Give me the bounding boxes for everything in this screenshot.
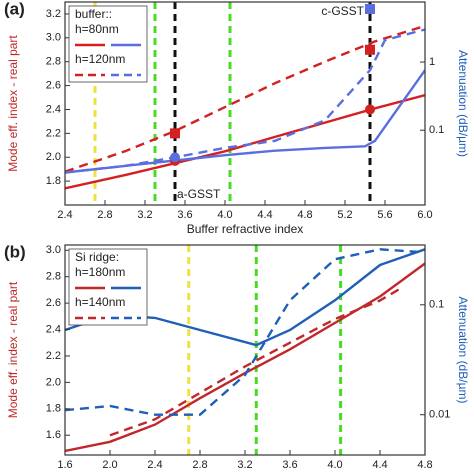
x-tick-label: 2.4 bbox=[57, 209, 72, 221]
marker bbox=[170, 152, 180, 163]
panel-label-bg bbox=[2, 0, 32, 20]
y2-tick-label: 0.01 bbox=[429, 409, 450, 421]
y-axis-title: Mode eff. index - real part bbox=[6, 35, 20, 172]
x-tick-label: 3.2 bbox=[237, 459, 252, 471]
x-tick-label: 3.6 bbox=[282, 459, 297, 471]
series-line bbox=[65, 24, 425, 173]
series-line bbox=[65, 69, 425, 174]
legend-label: h=80nm bbox=[75, 22, 119, 36]
x-tick-label: 5.6 bbox=[377, 209, 392, 221]
x-tick-label: 5.2 bbox=[337, 209, 352, 221]
y-tick-label: 2.0 bbox=[46, 376, 61, 388]
panel-label: (a) bbox=[4, 0, 25, 18]
y-tick-label: 2.2 bbox=[46, 350, 61, 362]
y-tick-label: 2.0 bbox=[46, 151, 61, 163]
x-tick-label: 3.2 bbox=[137, 209, 152, 221]
x-tick-label: 4.8 bbox=[417, 459, 432, 471]
y-tick-label: 1.8 bbox=[46, 403, 61, 415]
x-tick-label: 4.4 bbox=[257, 209, 272, 221]
x-tick-label: 6.0 bbox=[417, 209, 432, 221]
y-tick-label: 3.0 bbox=[46, 32, 61, 44]
x-axis-title: Buffer refractive index bbox=[187, 472, 304, 474]
x-tick-label: 4.8 bbox=[297, 209, 312, 221]
y-tick-label: 1.6 bbox=[46, 429, 61, 441]
y-tick-label: 2.8 bbox=[46, 271, 61, 283]
series-line bbox=[65, 248, 425, 416]
x-tick-label: 4.4 bbox=[372, 459, 387, 471]
y-tick-label: 3.0 bbox=[46, 244, 61, 256]
x-tick-label: 2.4 bbox=[147, 459, 162, 471]
panel-label-bg bbox=[2, 243, 32, 263]
y-tick-label: 2.4 bbox=[46, 323, 61, 335]
x-tick-label: 2.0 bbox=[102, 459, 117, 471]
y-tick-label: 3.2 bbox=[46, 8, 61, 20]
x-tick-label: 2.8 bbox=[97, 209, 112, 221]
y2-tick-label: 0.1 bbox=[429, 299, 444, 311]
y-tick-label: 2.4 bbox=[46, 103, 61, 115]
x-tick-label: 1.6 bbox=[57, 459, 72, 471]
panel-label: (b) bbox=[4, 242, 26, 261]
y2-axis-title: Attenuation (dB/µm) bbox=[456, 50, 470, 157]
legend-title: buffer:: bbox=[75, 7, 112, 21]
y-tick-label: 2.6 bbox=[46, 297, 61, 309]
legend-label: h=140nm bbox=[75, 295, 125, 309]
x-axis-title: Buffer refractive index bbox=[187, 222, 304, 236]
x-tick-label: 3.6 bbox=[177, 209, 192, 221]
marker bbox=[365, 44, 375, 55]
marker bbox=[365, 3, 375, 14]
y2-axis-title: Attenuation (dB/µm) bbox=[456, 297, 470, 404]
plot-frame bbox=[64, 1, 426, 206]
legend-title: Si ridge: bbox=[75, 250, 119, 264]
y2-tick-label: 0.1 bbox=[429, 124, 444, 136]
y-tick-label: 2.6 bbox=[46, 79, 61, 91]
legend-label: h=120nm bbox=[75, 52, 125, 66]
y-tick-label: 2.8 bbox=[46, 56, 61, 68]
x-tick-label: 4.0 bbox=[327, 459, 342, 471]
y-axis-title: Mode eff. index - real part bbox=[6, 281, 20, 418]
annotation: c-GSST bbox=[321, 4, 364, 18]
y2-tick-label: 1 bbox=[429, 56, 435, 68]
y-tick-label: 1.8 bbox=[46, 175, 61, 187]
legend-label: h=180nm bbox=[75, 265, 125, 279]
series-line bbox=[65, 28, 425, 174]
y-tick-label: 2.2 bbox=[46, 127, 61, 139]
annotation: a-GSST bbox=[177, 187, 221, 201]
marker bbox=[365, 104, 375, 115]
x-tick-label: 4.0 bbox=[217, 209, 232, 221]
marker bbox=[170, 128, 180, 139]
plot-area bbox=[65, 2, 425, 205]
x-tick-label: 2.8 bbox=[192, 459, 207, 471]
